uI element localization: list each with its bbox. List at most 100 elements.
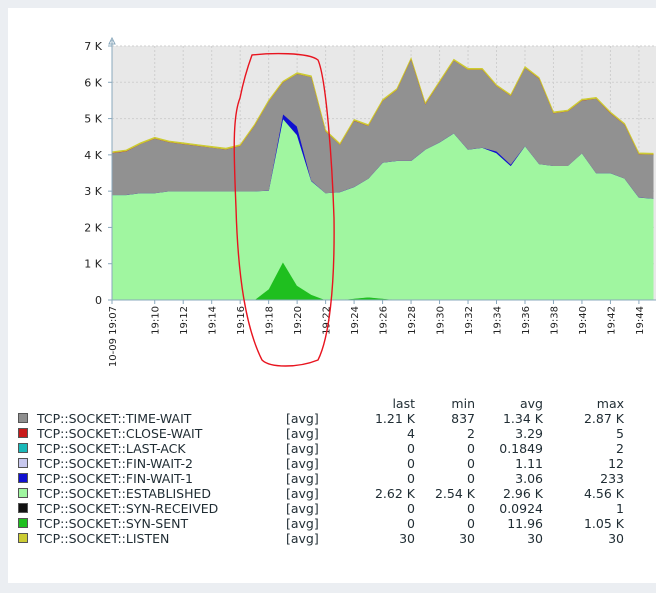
legend-max-value: 2	[616, 441, 624, 456]
x-tick-label: 19:28	[407, 306, 418, 335]
legend-max-value: 1.05 K	[583, 516, 624, 531]
legend-row: TCP::SOCKET::CLOSE-WAIT [avg] 4 2 3.29 5	[8, 426, 656, 441]
legend-color-swatch	[18, 503, 28, 513]
legend-max-value: 2.87 K	[583, 411, 624, 426]
x-tick-label: 19:38	[549, 306, 560, 335]
legend-series-name: TCP::SOCKET::CLOSE-WAIT	[37, 426, 203, 441]
legend-last-value: 2.62 K	[374, 486, 415, 501]
legend-row: TCP::SOCKET::SYN-RECEIVED [avg] 0 0 0.0924 1	[8, 501, 656, 516]
header-avg: avg	[520, 396, 543, 411]
x-axis-ticks: 10-09 19:07 19:10 19:12 19:14 19:16 19:18 19:2…	[108, 300, 646, 367]
legend-rows: TCP::SOCKET::TIME-WAIT [avg] 1.21 K 837 1.34…	[8, 411, 656, 546]
legend-avg-value: 2.96 K	[502, 486, 543, 501]
x-tick-label: 19:26	[379, 306, 390, 335]
legend-avg-value: 1.34 K	[502, 411, 543, 426]
legend-series-name: TCP::SOCKET::ESTABLISHED	[37, 486, 212, 501]
legend-row: TCP::SOCKET::SYN-SENT [avg] 0 0 11.96 1.05 K	[8, 516, 656, 531]
legend-function: [avg]	[286, 471, 319, 486]
legend-row: TCP::SOCKET::TIME-WAIT [avg] 1.21 K 837 1.34…	[8, 411, 656, 426]
legend-series-name: TCP::SOCKET::SYN-RECEIVED	[37, 501, 219, 516]
legend-last-value: 4	[407, 426, 415, 441]
legend-avg-value: 1.11	[515, 456, 543, 471]
x-tick-label: 19:24	[350, 306, 361, 335]
legend-function: [avg]	[286, 411, 319, 426]
legend-series-name: TCP::SOCKET::SYN-SENT	[37, 516, 189, 531]
legend-last-value: 0	[407, 441, 415, 456]
x-tick-label: 19:14	[208, 306, 219, 335]
legend-color-swatch	[18, 533, 28, 543]
legend-color-swatch	[18, 473, 28, 483]
legend-last-value: 0	[407, 516, 415, 531]
legend-row: TCP::SOCKET::ESTABLISHED [avg] 2.62 K 2.54 …	[8, 486, 656, 501]
legend-series-name: TCP::SOCKET::FIN-WAIT-2	[37, 456, 193, 471]
legend-avg-value: 3.29	[515, 426, 543, 441]
legend-min-value: 0	[467, 501, 475, 516]
legend-header-row: last min avg max	[8, 396, 656, 411]
x-tick-label: 19:36	[521, 306, 532, 335]
y-tick-label: 6 K	[84, 76, 102, 89]
x-start-label: 10-09 19:07	[108, 306, 119, 367]
x-tick-label: 19:10	[151, 306, 162, 335]
legend-function: [avg]	[286, 441, 319, 456]
legend-min-value: 837	[451, 411, 475, 426]
legend-series-name: TCP::SOCKET::LAST-ACK	[37, 441, 186, 456]
header-max: max	[596, 396, 624, 411]
y-tick-label: 2 K	[84, 221, 102, 234]
x-tick-label: 19:22	[322, 306, 333, 335]
legend-max-value: 30	[608, 531, 624, 546]
y-tick-label: 5 K	[84, 113, 102, 126]
legend-function: [avg]	[286, 531, 319, 546]
legend-avg-value: 0.1849	[499, 441, 543, 456]
legend-function: [avg]	[286, 426, 319, 441]
y-axis-ticks: 0 1 K 2 K 3 K 4 K 5 K 6 K 7 K	[84, 40, 112, 307]
legend-function: [avg]	[286, 486, 319, 501]
legend-last-value: 0	[407, 456, 415, 471]
legend-row: TCP::SOCKET::LAST-ACK [avg] 0 0 0.1849 2	[8, 441, 656, 456]
tcp-socket-chart: 01 K2 K3 K4 K5 K6 K7 K 10-09 19:07 19:10 1…	[84, 36, 656, 367]
legend-min-value: 0	[467, 456, 475, 471]
legend-function: [avg]	[286, 516, 319, 531]
header-last: last	[392, 396, 415, 411]
legend-series-name: TCP::SOCKET::TIME-WAIT	[37, 411, 192, 426]
legend-avg-value: 30	[527, 531, 543, 546]
legend-min-value: 30	[459, 531, 475, 546]
legend-avg-value: 11.96	[507, 516, 543, 531]
graph-panel: 0 1 K 2 K 3 K 4 K 5 K 6 K 7 K 10-09 19:07 19:10 1…	[8, 8, 656, 583]
x-tick-label: 19:40	[578, 306, 589, 335]
x-tick-label: 19:30	[436, 306, 447, 335]
legend-table: last min avg max TCP::SOCKET::TIME-WAIT[…	[8, 396, 656, 546]
legend-avg-value: 0.0924	[499, 501, 543, 516]
y-tick-label: 7 K	[84, 40, 102, 53]
y-tick-label: 1 K	[84, 258, 102, 271]
legend-color-swatch	[18, 413, 28, 423]
y-tick-label: 4 K	[84, 149, 102, 162]
x-tick-label: 19:12	[179, 306, 190, 335]
legend-color-swatch	[18, 518, 28, 528]
legend-max-value: 5	[616, 426, 624, 441]
legend-max-value: 1	[616, 501, 624, 516]
legend-row: TCP::SOCKET::LISTEN [avg] 30 30 30 30	[8, 531, 656, 546]
legend-last-value: 0	[407, 471, 415, 486]
x-tick-label: 19:44	[635, 306, 646, 335]
legend-min-value: 0	[467, 516, 475, 531]
y-tick-label: 3 K	[84, 185, 102, 198]
y-axis-arrow	[108, 36, 116, 45]
x-tick-label: 19:34	[493, 306, 504, 335]
legend-min-value: 0	[467, 471, 475, 486]
legend-max-value: 4.56 K	[583, 486, 624, 501]
legend-avg-value: 3.06	[515, 471, 543, 486]
x-tick-label: 19:32	[464, 306, 475, 335]
legend-function: [avg]	[286, 456, 319, 471]
legend-color-swatch	[18, 458, 28, 468]
legend-color-swatch	[18, 428, 28, 438]
legend-max-value: 12	[608, 456, 624, 471]
area-listen	[111, 56, 654, 155]
x-tick-label: 19:16	[236, 306, 247, 335]
legend-min-value: 2.54 K	[434, 486, 475, 501]
legend-last-value: 0	[407, 501, 415, 516]
legend-color-swatch	[18, 443, 28, 453]
legend-series-name: TCP::SOCKET::LISTEN	[37, 531, 170, 546]
legend-color-swatch	[18, 488, 28, 498]
legend-row: TCP::SOCKET::FIN-WAIT-1 [avg] 0 0 3.06 233	[8, 471, 656, 486]
legend-series-name: TCP::SOCKET::FIN-WAIT-1	[37, 471, 193, 486]
